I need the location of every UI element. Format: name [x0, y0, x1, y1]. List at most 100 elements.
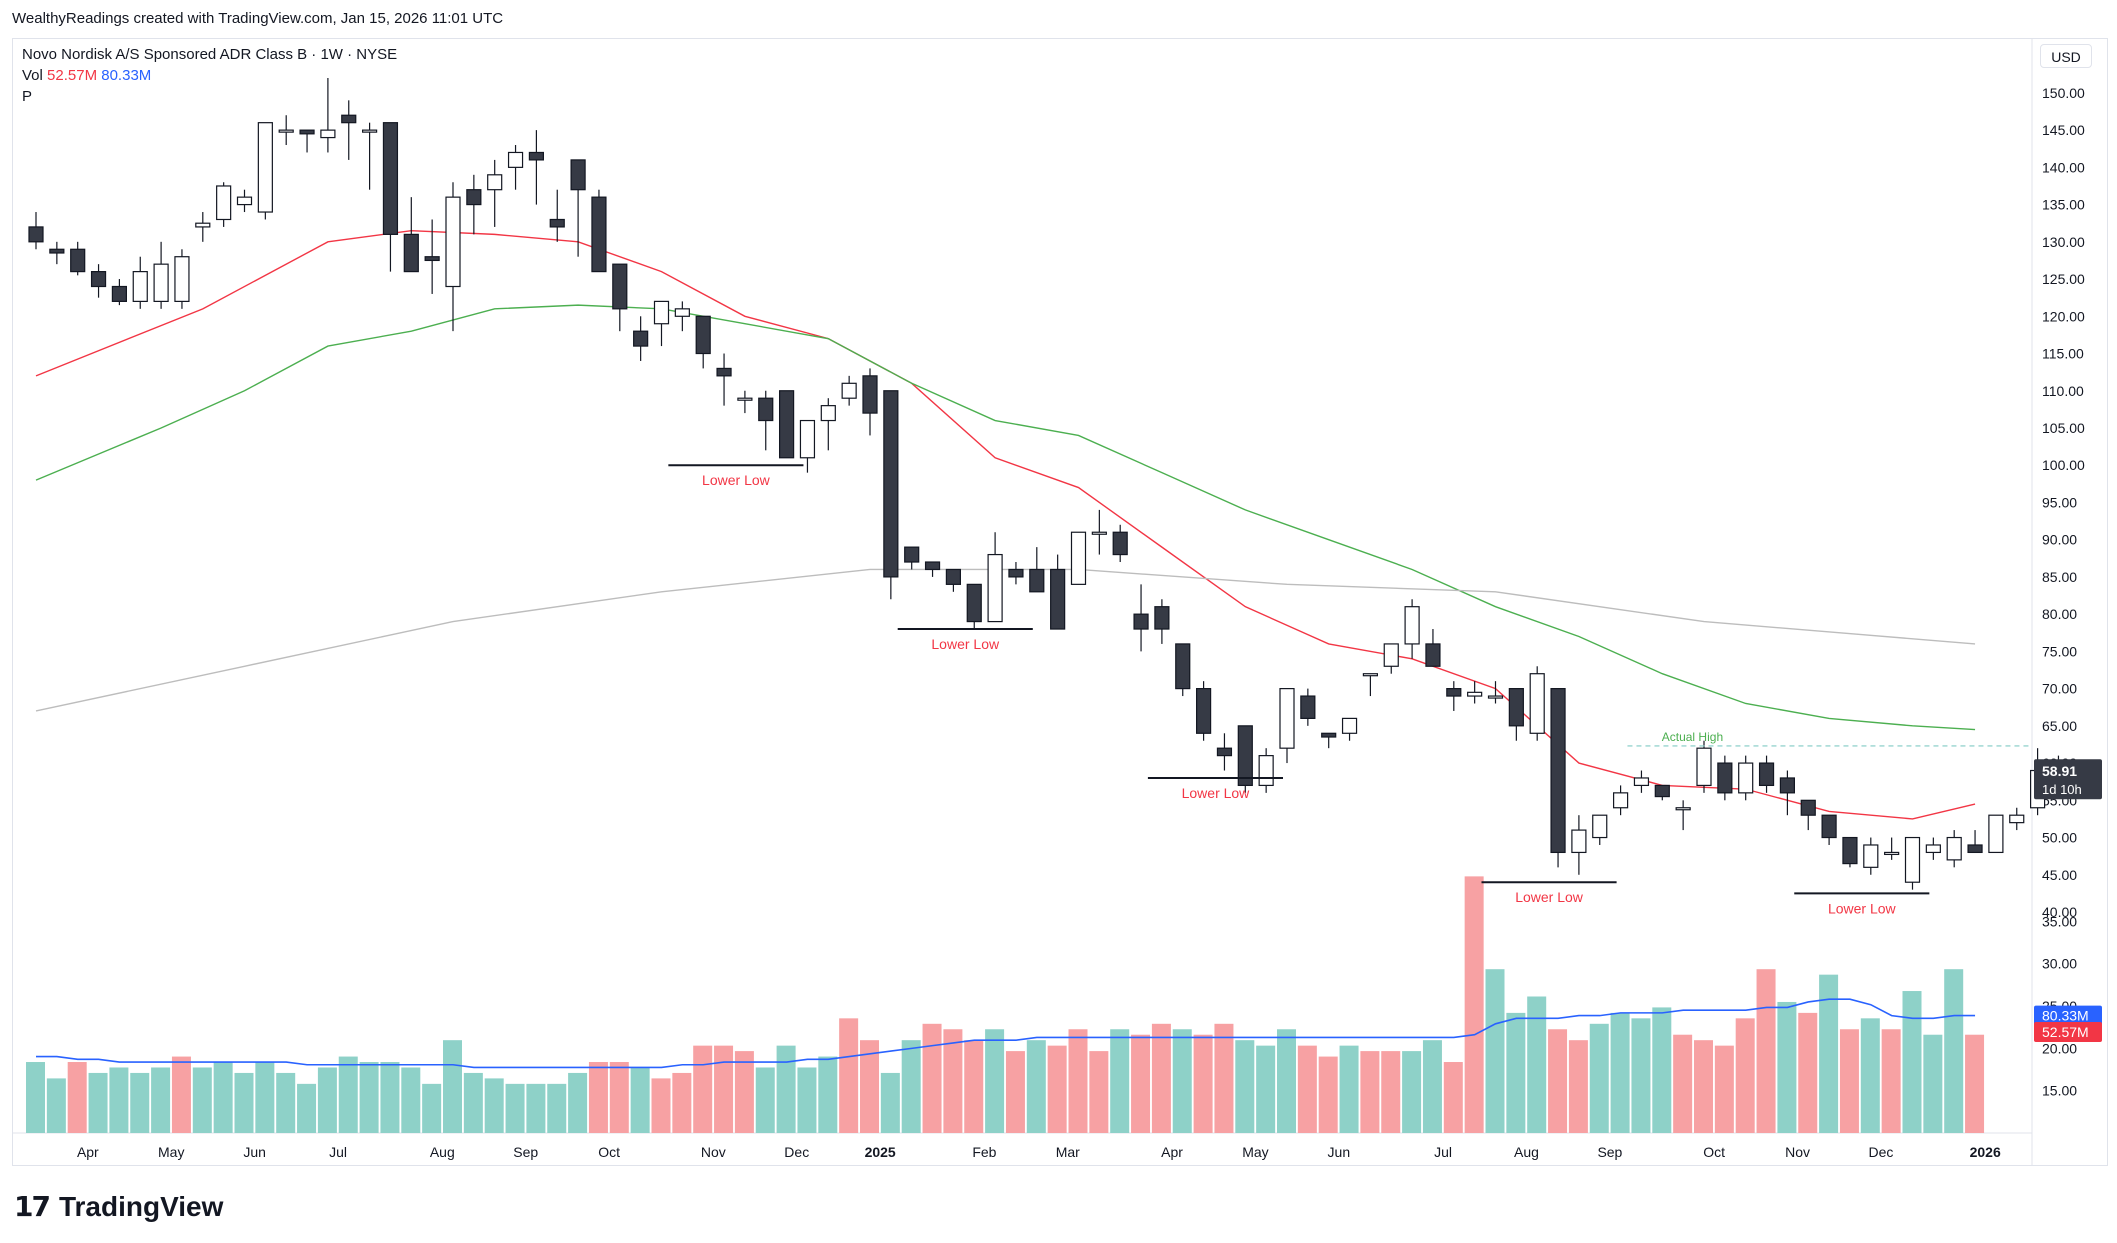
volume-bar: [1548, 1029, 1568, 1133]
volume-bar: [797, 1067, 817, 1133]
candle-body: [1696, 747, 1712, 787]
volume-bar: [651, 1078, 671, 1133]
candle-body: [1133, 613, 1149, 630]
candle-body: [591, 196, 607, 273]
candle-body: [1592, 814, 1608, 839]
candle-body: [716, 367, 732, 377]
candle-body: [987, 553, 1003, 623]
chart-legend: Novo Nordisk A/S Sponsored ADR Class B ·…: [22, 44, 397, 107]
candle-body: [1300, 695, 1316, 719]
tradingview-logo[interactable]: 17 TradingView: [14, 1190, 223, 1223]
candle-body: [257, 122, 273, 213]
volume-bar: [1485, 969, 1505, 1133]
volume-value: 52.57M: [47, 67, 98, 84]
volume-bar: [1944, 969, 1964, 1133]
volume-bar: [985, 1029, 1005, 1133]
volume-bar: [1631, 1018, 1651, 1133]
volume-bar: [338, 1056, 358, 1133]
volume-bar: [171, 1056, 191, 1133]
time-tick-label: Oct: [598, 1144, 620, 1160]
lower-low-label: Lower Low: [702, 472, 771, 488]
candle-body: [382, 122, 399, 235]
time-tick-label: Dec: [784, 1144, 809, 1160]
volume-bar: [1819, 974, 1839, 1133]
candle-body: [466, 189, 482, 206]
volume-bar: [26, 1062, 45, 1133]
time-tick-label: Nov: [701, 1144, 726, 1160]
candle-body: [1800, 799, 1816, 816]
volume-bar: [463, 1072, 483, 1133]
candle-body: [1884, 851, 1900, 856]
candle-body: [487, 174, 503, 191]
candle-body: [945, 568, 962, 585]
volume-bar: [1965, 1034, 1985, 1133]
candle-body: [1967, 844, 1983, 854]
time-tick-label: May: [1242, 1144, 1268, 1160]
volume-bars: [26, 876, 1985, 1133]
volume-bar: [67, 1062, 87, 1133]
candle-body: [1404, 606, 1420, 645]
volume-axis-label: 52.57M: [2042, 1024, 2089, 1040]
volume-bar: [1360, 1051, 1380, 1133]
candle-body: [612, 263, 628, 310]
volume-bar: [1193, 1034, 1213, 1133]
volume-bar: [505, 1083, 525, 1133]
candle-body: [1508, 688, 1524, 727]
candle-body: [507, 151, 524, 168]
candle-body: [1008, 568, 1024, 578]
candle-body: [653, 300, 670, 325]
volume-bar: [964, 1040, 984, 1133]
volume-legend[interactable]: Vol 52.57M 80.33M: [22, 65, 397, 86]
time-tick-label: Apr: [77, 1144, 99, 1160]
candle-body: [1821, 814, 1837, 839]
candle-countdown-label: 1d 10h: [2042, 782, 2082, 797]
candle-body: [633, 330, 649, 347]
volume-bar: [443, 1040, 462, 1133]
volume-bar: [1777, 1001, 1797, 1133]
candle-body: [320, 129, 336, 139]
volume-bar: [192, 1067, 212, 1133]
price-tick-label: 45.00: [2042, 867, 2077, 883]
volume-bar: [1527, 996, 1547, 1133]
candle-body: [737, 397, 753, 401]
volume-bar: [1277, 1029, 1296, 1133]
volume-ma-badge: [2034, 1005, 2102, 1026]
time-tick-label: Jun: [1328, 1144, 1351, 1160]
ma_slow-line: [35, 568, 1976, 712]
chart-attribution: WealthyReadings created with TradingView…: [12, 10, 504, 27]
volume-bar: [484, 1078, 504, 1133]
candle-body: [862, 375, 878, 414]
time-tick-label: Mar: [1056, 1144, 1080, 1160]
candle-body: [1654, 784, 1670, 798]
candle-body: [1279, 688, 1295, 749]
price-tick-label: 140.00: [2042, 159, 2085, 175]
candle-body: [528, 151, 545, 161]
ma_mid-line: [35, 304, 1976, 731]
p-indicator-label[interactable]: P: [22, 88, 33, 105]
volume-bar: [818, 1056, 838, 1133]
price-tick-label: 110.00: [2042, 383, 2084, 399]
candle-body: [1091, 531, 1107, 535]
candle-body: [153, 263, 169, 302]
volume-bar: [1568, 1040, 1588, 1133]
price-tick-label: 20.00: [2042, 1040, 2077, 1056]
volume-ma-line: [36, 998, 1976, 1069]
price-tick-label: 85.00: [2042, 569, 2077, 585]
symbol-title[interactable]: Novo Nordisk A/S Sponsored ADR Class B ·…: [22, 46, 398, 63]
volume-label: Vol: [22, 67, 43, 84]
volume-bar: [1339, 1045, 1359, 1133]
candle-body: [278, 129, 294, 133]
price-tick-label: 115.00: [2042, 346, 2084, 362]
candle-body: [1195, 688, 1212, 734]
currency-button[interactable]: USD: [2040, 44, 2092, 68]
candle-body: [174, 256, 190, 302]
volume-bar: [1151, 1023, 1171, 1133]
volume-bar: [1318, 1056, 1338, 1133]
volume-bar: [588, 1062, 608, 1133]
volume-bar: [1673, 1034, 1693, 1133]
candle-body: [2009, 814, 2025, 824]
price-tick-label: 145.00: [2042, 122, 2085, 138]
price-tick-label: 95.00: [2042, 494, 2077, 510]
candle-body: [132, 271, 148, 302]
